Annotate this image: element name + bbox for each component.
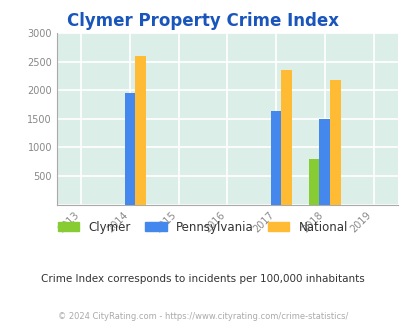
Text: © 2024 CityRating.com - https://www.cityrating.com/crime-statistics/: © 2024 CityRating.com - https://www.city… (58, 312, 347, 321)
Bar (270, 111, 281, 205)
Bar (308, 159, 319, 205)
Text: Clymer Property Crime Index: Clymer Property Crime Index (67, 13, 338, 30)
Bar (135, 56, 146, 205)
Bar (124, 93, 135, 205)
Legend: Clymer, Pennsylvania, National: Clymer, Pennsylvania, National (53, 216, 352, 238)
Bar (281, 70, 292, 205)
Text: Crime Index corresponds to incidents per 100,000 inhabitants: Crime Index corresponds to incidents per… (41, 274, 364, 284)
Bar (329, 80, 340, 205)
Bar (319, 119, 329, 205)
